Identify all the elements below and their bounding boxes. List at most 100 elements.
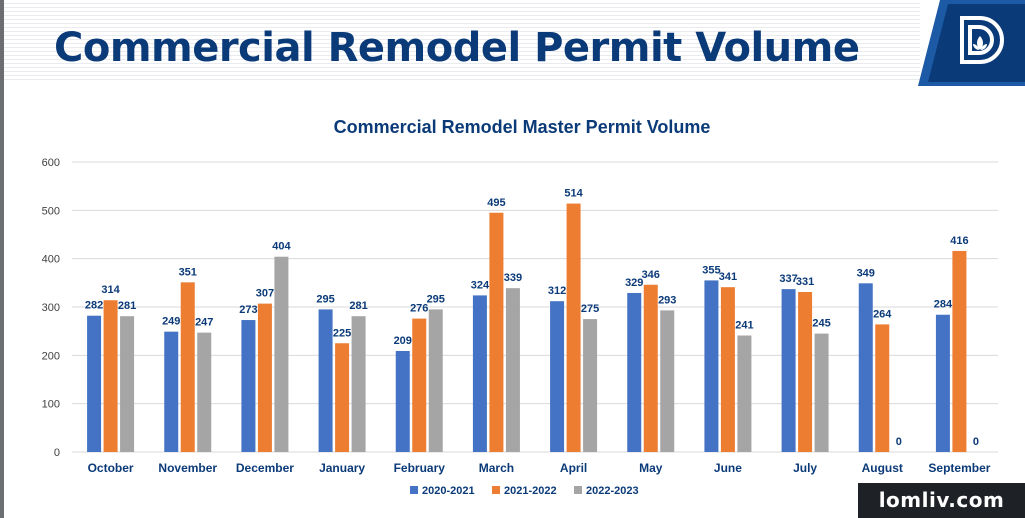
x-tick-label: June xyxy=(714,461,742,475)
data-label: 346 xyxy=(642,269,660,281)
bar xyxy=(395,350,410,452)
chart-title: Commercial Remodel Master Permit Volume xyxy=(334,117,711,137)
data-label: 275 xyxy=(581,303,599,315)
y-tick-label: 0 xyxy=(54,447,60,459)
data-label: 337 xyxy=(779,273,797,285)
data-label: 245 xyxy=(812,318,830,330)
bar xyxy=(720,287,735,452)
y-tick-label: 400 xyxy=(42,254,60,266)
left-edge-bar xyxy=(0,0,4,518)
bar xyxy=(274,256,289,452)
bar xyxy=(351,316,366,452)
dallas-d-logo-icon xyxy=(918,0,1025,86)
data-label: 281 xyxy=(118,300,136,312)
x-tick-label: October xyxy=(88,461,134,475)
bar xyxy=(737,335,752,452)
bar xyxy=(472,295,487,452)
bar xyxy=(550,301,565,452)
y-tick-label: 200 xyxy=(42,350,60,362)
bar xyxy=(489,212,504,452)
bar xyxy=(798,292,813,452)
data-label: 355 xyxy=(702,264,720,276)
data-label: 295 xyxy=(427,293,445,305)
bar xyxy=(120,316,135,452)
data-label: 284 xyxy=(934,299,953,311)
data-label: 329 xyxy=(625,277,643,289)
legend-label: 2020-2021 xyxy=(422,485,475,497)
bar xyxy=(875,324,890,452)
data-label: 495 xyxy=(487,197,505,209)
data-label: 247 xyxy=(195,317,213,329)
data-label: 293 xyxy=(658,294,676,306)
x-tick-label: February xyxy=(394,461,446,475)
data-label: 331 xyxy=(796,276,814,288)
data-label: 314 xyxy=(101,284,120,296)
y-tick-label: 300 xyxy=(42,302,60,314)
bar xyxy=(412,318,427,452)
bar xyxy=(505,288,520,452)
bar xyxy=(103,300,118,452)
data-label: 241 xyxy=(735,320,753,332)
data-label: 276 xyxy=(410,303,428,315)
x-tick-label: November xyxy=(158,461,217,475)
data-label: 514 xyxy=(564,188,583,200)
data-label: 0 xyxy=(973,436,979,448)
data-label: 351 xyxy=(179,266,197,278)
legend-swatch xyxy=(410,486,418,494)
data-label: 339 xyxy=(504,272,522,284)
bar-chart: Commercial Remodel Master Permit Volume 0… xyxy=(42,117,998,497)
bar xyxy=(781,289,796,452)
data-label: 282 xyxy=(85,300,103,312)
x-tick-label: July xyxy=(793,461,817,475)
data-label: 416 xyxy=(950,235,968,247)
bar xyxy=(952,250,967,452)
x-tick-label: March xyxy=(479,461,514,475)
data-label: 273 xyxy=(239,304,257,316)
data-label: 295 xyxy=(316,293,334,305)
x-tick-label: August xyxy=(862,461,903,475)
data-label: 209 xyxy=(394,335,412,347)
data-label: 349 xyxy=(857,267,875,279)
data-label: 312 xyxy=(548,285,566,297)
x-tick-label: May xyxy=(639,461,663,475)
bar xyxy=(643,284,658,452)
bar xyxy=(318,309,333,452)
bar xyxy=(660,310,675,452)
y-tick-label: 100 xyxy=(42,399,60,411)
data-label: 264 xyxy=(873,308,892,320)
data-label: 341 xyxy=(719,271,737,283)
bar xyxy=(428,309,443,452)
bar xyxy=(257,303,272,452)
bar xyxy=(566,203,581,452)
data-label: 0 xyxy=(896,436,902,448)
x-tick-label: January xyxy=(319,461,365,475)
x-tick-label: December xyxy=(236,461,294,475)
data-label: 404 xyxy=(272,241,291,253)
bar xyxy=(858,283,873,452)
bar xyxy=(164,331,179,452)
data-label: 324 xyxy=(471,279,490,291)
bar xyxy=(197,332,212,452)
data-label: 307 xyxy=(256,288,274,300)
header-band xyxy=(4,0,920,80)
data-label: 281 xyxy=(349,300,367,312)
y-tick-label: 500 xyxy=(42,205,60,217)
legend-swatch xyxy=(492,486,500,494)
bar xyxy=(241,320,256,452)
bar xyxy=(180,282,195,452)
x-tick-label: September xyxy=(928,461,990,475)
bar xyxy=(583,319,598,452)
bar xyxy=(87,315,102,452)
legend-label: 2021-2022 xyxy=(504,485,557,497)
y-tick-label: 600 xyxy=(42,157,60,169)
data-label: 249 xyxy=(162,316,180,328)
data-label: 225 xyxy=(333,327,351,339)
x-tick-label: April xyxy=(560,461,587,475)
bar xyxy=(704,280,719,452)
watermark: lomliv.com xyxy=(858,483,1025,518)
bar xyxy=(335,343,350,452)
bar xyxy=(627,292,642,452)
legend-label: 2022-2023 xyxy=(586,485,639,497)
page-title: Commercial Remodel Permit Volume xyxy=(54,25,860,71)
legend-swatch xyxy=(574,486,582,494)
